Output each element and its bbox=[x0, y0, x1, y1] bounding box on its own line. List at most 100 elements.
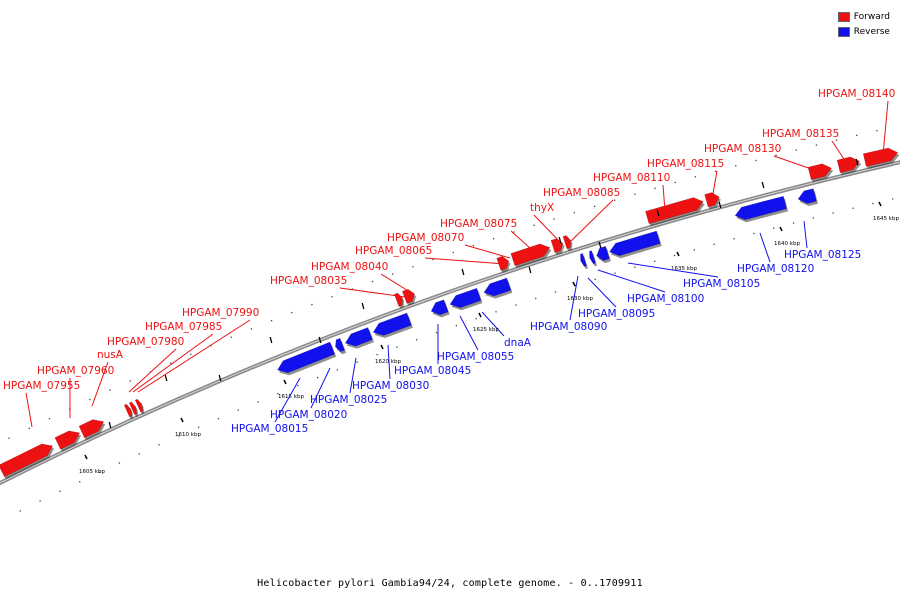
hpgam-08020-label: HPGAM_08020 bbox=[270, 409, 347, 421]
reverse-gene-12 bbox=[797, 188, 817, 204]
track-mark bbox=[269, 336, 273, 344]
scale-label-1605-kbp: 1605 kbp bbox=[79, 469, 105, 475]
upper-track-dot bbox=[291, 311, 293, 314]
hpgam-08025-label: HPGAM_08025 bbox=[310, 394, 387, 406]
upper-track-dot bbox=[412, 266, 414, 268]
forward-gene-9 bbox=[510, 243, 551, 267]
legend-forward: Forward bbox=[837, 9, 890, 24]
hpgam-08045-label: HPGAM_08045 bbox=[394, 365, 471, 377]
reverse-gene-3 bbox=[372, 312, 412, 336]
track-mark bbox=[656, 209, 660, 217]
upper-track-dot bbox=[553, 218, 555, 220]
lower-track-dot bbox=[198, 426, 200, 428]
upper-track-dot bbox=[392, 273, 394, 275]
hpgam-08030-label: HPGAM_08030 bbox=[352, 380, 429, 392]
reverse-gene-5 bbox=[449, 287, 482, 308]
scale-label-1625-kbp: 1625 kbp bbox=[473, 327, 499, 333]
legend-reverse-label: Reverse bbox=[853, 26, 890, 37]
lower-track-dot bbox=[455, 324, 458, 327]
reverse-swatch bbox=[837, 26, 850, 37]
forward-swatch bbox=[837, 11, 850, 22]
upper-track-dot bbox=[714, 170, 717, 172]
reverse-gene-7 bbox=[580, 253, 587, 267]
track-mark bbox=[318, 336, 322, 344]
upper-track-dot bbox=[492, 238, 495, 240]
lower-track-dot bbox=[654, 260, 656, 262]
hpgam-08065-leader bbox=[424, 257, 506, 265]
lower-track-dot bbox=[515, 304, 517, 306]
lower-track-dot bbox=[852, 207, 854, 209]
scale-tick bbox=[878, 201, 882, 207]
hpgam-08115-leader bbox=[710, 170, 718, 206]
hpgam-08040-leader bbox=[380, 273, 411, 293]
scale-label-1615-kbp: 1615 kbp bbox=[278, 394, 304, 400]
track-mark bbox=[718, 201, 722, 209]
hpgam-08135-leader bbox=[831, 140, 849, 166]
lower-track-dot bbox=[59, 490, 61, 492]
forward-gene-4 bbox=[128, 401, 138, 416]
hpgam-08075-leader bbox=[510, 230, 531, 249]
lower-track-dot bbox=[535, 297, 537, 300]
upper-track-dot bbox=[48, 417, 51, 420]
track-mark bbox=[164, 374, 168, 382]
upper-track-dot bbox=[89, 398, 91, 401]
lower-track-dot bbox=[773, 227, 775, 229]
forward-gene-6 bbox=[393, 292, 403, 307]
track-mark bbox=[461, 268, 465, 276]
hpgam-08015-leader bbox=[274, 377, 301, 423]
forward-gene-3 bbox=[123, 403, 133, 418]
hpgam-08015-label: HPGAM_08015 bbox=[231, 423, 308, 435]
thyx-label: thyX bbox=[530, 202, 554, 214]
reverse-gene-8 bbox=[589, 250, 596, 264]
lower-track-dot bbox=[614, 272, 616, 274]
scale-label-1635-kbp: 1635 kbp bbox=[671, 266, 697, 272]
hpgam-08035-leader bbox=[339, 287, 406, 298]
genome-caption: Helicobacter pylori Gambia94/24, complet… bbox=[257, 578, 643, 589]
lower-track-dot bbox=[237, 409, 239, 411]
upper-track-dot bbox=[674, 181, 676, 184]
hpgam-08030-leader bbox=[387, 344, 391, 380]
hpgam-08075-label: HPGAM_08075 bbox=[440, 218, 517, 230]
lower-track-dot bbox=[594, 278, 596, 281]
hpgam-08040-label: HPGAM_08040 bbox=[311, 261, 388, 273]
lower-track-dot bbox=[98, 471, 101, 473]
lower-track-dot bbox=[673, 254, 676, 257]
track-mark bbox=[361, 302, 365, 310]
upper-track-dot bbox=[210, 345, 212, 347]
hpgam-07960-label: HPGAM_07960 bbox=[37, 365, 114, 377]
hpgam-08055-leader bbox=[459, 315, 479, 351]
scale-label-1620-kbp: 1620 kbp bbox=[375, 359, 401, 365]
upper-track-dot bbox=[28, 427, 30, 430]
lower-track-dot bbox=[812, 217, 814, 219]
scale-tick bbox=[779, 226, 783, 232]
upper-track-dot bbox=[472, 244, 475, 247]
upper-track-dot bbox=[8, 437, 10, 439]
hpgam-08095-label: HPGAM_08095 bbox=[578, 308, 655, 320]
reverse-gene-1 bbox=[335, 337, 346, 353]
track-mark bbox=[855, 158, 859, 166]
reverse-gene-0 bbox=[277, 341, 336, 374]
reverse-gene-11 bbox=[734, 195, 787, 221]
upper-track-dot bbox=[694, 176, 697, 178]
hpgam-08105-leader bbox=[627, 262, 719, 278]
hpgam-08090-label: HPGAM_08090 bbox=[530, 321, 607, 333]
hpgam-08105-label: HPGAM_08105 bbox=[683, 278, 760, 290]
lower-track-dot bbox=[158, 444, 160, 446]
hpgam-08020-leader bbox=[310, 367, 331, 409]
lower-track-dot bbox=[356, 361, 358, 363]
hpgam-07980-label: HPGAM_07980 bbox=[107, 336, 184, 348]
lower-track-dot bbox=[39, 500, 41, 502]
lower-track-dot bbox=[495, 311, 497, 313]
upper-track-dot bbox=[432, 258, 434, 261]
scale-tick bbox=[84, 454, 88, 460]
scale-label-1610-kbp: 1610 kbp bbox=[175, 432, 201, 438]
upper-track-dot bbox=[815, 144, 818, 146]
hpgam-07990-label: HPGAM_07990 bbox=[182, 307, 259, 319]
hpgam-08130-leader bbox=[773, 155, 821, 173]
backbone-highlight bbox=[0, 161, 900, 484]
lower-track-dot bbox=[713, 243, 715, 245]
forward-gene-1 bbox=[54, 430, 81, 450]
upper-track-dot bbox=[573, 211, 575, 214]
upper-track-dot bbox=[876, 130, 878, 132]
hpgam-08135-label: HPGAM_08135 bbox=[762, 128, 839, 140]
